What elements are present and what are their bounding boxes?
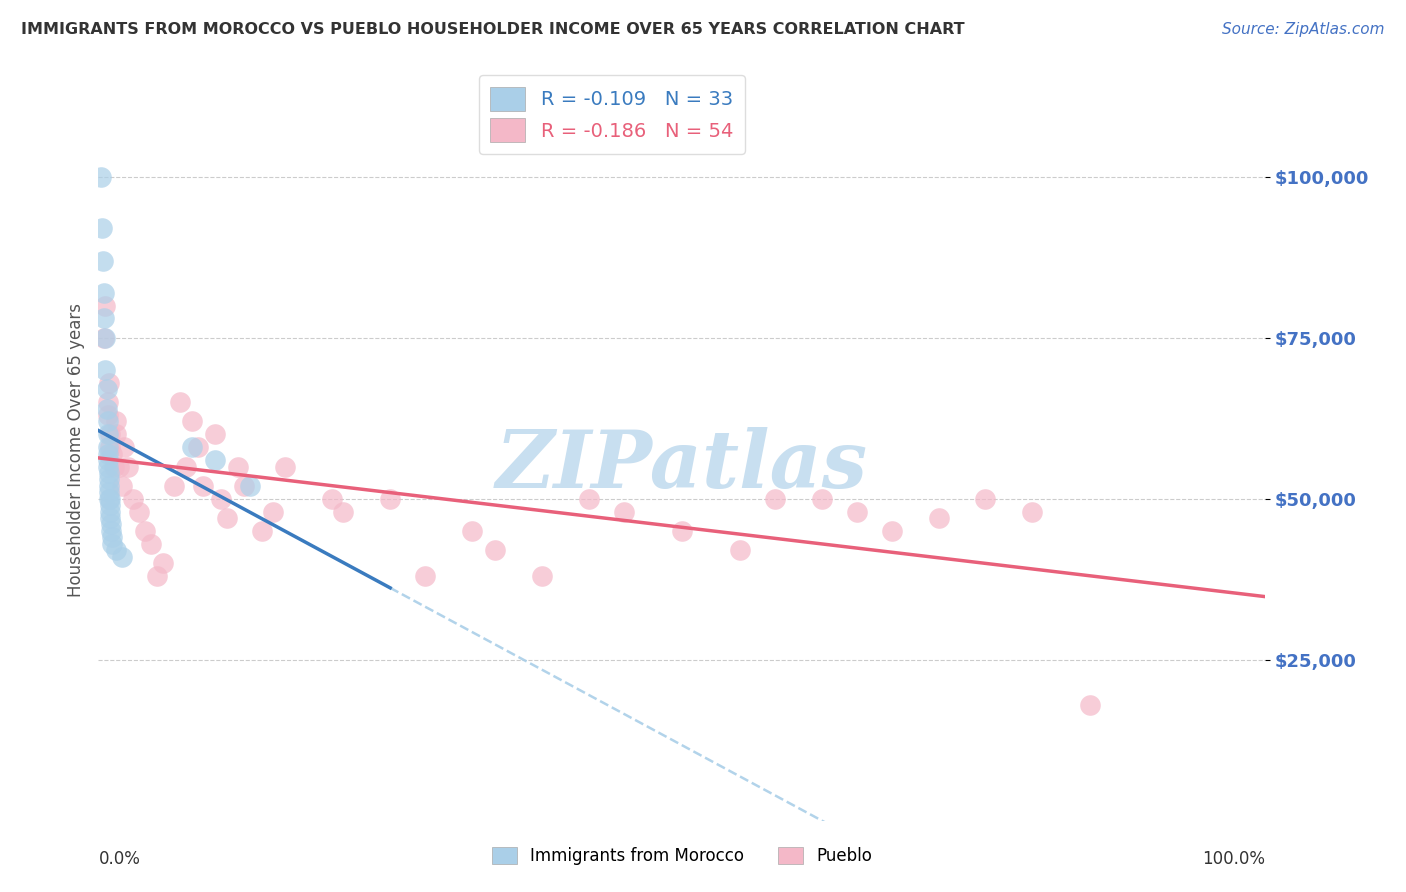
Point [103, 459, 125, 474]
Legend: Immigrants from Morocco, Pueblo: Immigrants from Morocco, Pueblo [485, 840, 879, 871]
Point [104, 415, 127, 429]
Point [108, 459, 131, 474]
Point [97, 376, 120, 390]
Point [233, 479, 256, 493]
Point [928, 511, 950, 525]
Point [97, 472, 120, 486]
Point [101, 530, 124, 544]
Point [101, 537, 124, 551]
Point [100, 517, 122, 532]
Point [94, 331, 117, 345]
Point [180, 440, 202, 454]
Point [193, 479, 215, 493]
Point [111, 479, 134, 493]
Point [91, 253, 114, 268]
Y-axis label: Householder Income Over 65 years: Householder Income Over 65 years [66, 303, 84, 598]
Point [96, 382, 118, 396]
Point [174, 459, 197, 474]
Point [117, 459, 139, 474]
Point [1021, 505, 1043, 519]
Point [228, 459, 250, 474]
Point [134, 524, 156, 538]
Point [97, 485, 120, 500]
Point [730, 543, 752, 558]
Point [93, 285, 115, 300]
Point [104, 427, 127, 442]
Text: ZIPatlas: ZIPatlas [496, 426, 868, 504]
Text: IMMIGRANTS FROM MOROCCO VS PUEBLO HOUSEHOLDER INCOME OVER 65 YEARS CORRELATION C: IMMIGRANTS FROM MOROCCO VS PUEBLO HOUSEH… [21, 22, 965, 37]
Point [97, 427, 120, 442]
Point [530, 569, 553, 583]
Point [97, 395, 120, 409]
Point [111, 549, 134, 564]
Point [484, 543, 506, 558]
Point [97, 459, 120, 474]
Point [97, 466, 120, 480]
Point [90, 169, 112, 184]
Point [100, 524, 122, 538]
Text: Source: ZipAtlas.com: Source: ZipAtlas.com [1222, 22, 1385, 37]
Text: 0.0%: 0.0% [98, 850, 141, 868]
Point [262, 505, 284, 519]
Point [846, 505, 869, 519]
Point [93, 331, 115, 345]
Point [578, 491, 600, 506]
Point [204, 427, 226, 442]
Point [169, 395, 191, 409]
Point [209, 491, 232, 506]
Point [163, 479, 186, 493]
Point [204, 453, 226, 467]
Point [146, 569, 169, 583]
Point [97, 440, 120, 454]
Point [671, 524, 693, 538]
Point [94, 363, 117, 377]
Text: 100.0%: 100.0% [1202, 850, 1265, 868]
Point [122, 491, 145, 506]
Point [187, 440, 209, 454]
Point [239, 479, 262, 493]
Point [98, 440, 121, 454]
Point [104, 543, 127, 558]
Point [1080, 698, 1102, 712]
Point [96, 401, 118, 416]
Point [880, 524, 903, 538]
Point [274, 459, 297, 474]
Point [613, 505, 636, 519]
Point [811, 491, 834, 506]
Point [413, 569, 436, 583]
Point [152, 556, 174, 570]
Point [332, 505, 354, 519]
Point [321, 491, 343, 506]
Point [98, 505, 121, 519]
Point [94, 299, 117, 313]
Point [974, 491, 997, 506]
Point [98, 498, 121, 512]
Point [97, 453, 120, 467]
Point [97, 479, 120, 493]
Point [98, 511, 121, 525]
Point [139, 537, 162, 551]
Point [90, 221, 112, 235]
Point [98, 427, 121, 442]
Point [97, 415, 120, 429]
Point [97, 408, 120, 422]
Point [380, 491, 402, 506]
Point [461, 524, 484, 538]
Point [93, 311, 115, 326]
Point [98, 491, 121, 506]
Point [128, 505, 150, 519]
Point [97, 447, 120, 461]
Point [763, 491, 786, 506]
Point [97, 491, 120, 506]
Point [112, 440, 135, 454]
Point [250, 524, 273, 538]
Point [101, 447, 124, 461]
Point [215, 511, 238, 525]
Point [180, 415, 202, 429]
